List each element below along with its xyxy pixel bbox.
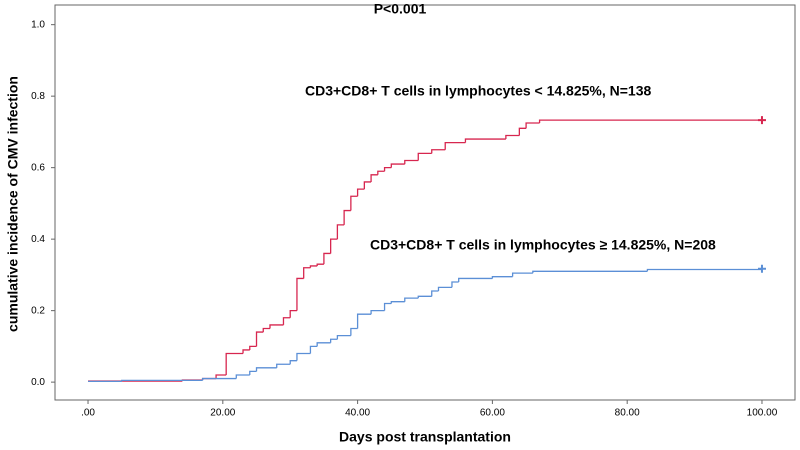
step-segment [444, 141, 466, 150]
x-tick-label: 20.00 [210, 408, 235, 419]
step-segment [404, 297, 419, 302]
step-segment [316, 263, 324, 266]
step-segment [491, 276, 513, 279]
step-segment [370, 174, 378, 182]
x-tick-label: 60.00 [480, 408, 505, 419]
step-segment [390, 163, 405, 168]
x-tick-label: 100.00 [747, 408, 778, 419]
y-tick-label: 0.0 [31, 377, 45, 388]
step-segment [289, 309, 297, 318]
step-segment [329, 338, 338, 343]
step-segment [417, 295, 432, 299]
step-segment [404, 159, 419, 165]
step-segment [383, 302, 392, 311]
series-label: CD3+CD8+ T cells in lymphocytes ≥ 14.825… [370, 237, 716, 253]
series-label: CD3+CD8+ T cells in lymphocytes < 14.825… [305, 83, 652, 99]
step-segment [336, 224, 345, 240]
y-tick-label: 0.2 [31, 305, 45, 316]
step-segment [121, 379, 203, 382]
y-tick-label: 1.0 [31, 19, 45, 30]
step-segment [464, 138, 506, 143]
step-segment [431, 149, 446, 154]
step-segment [269, 324, 284, 329]
x-tick-label: 80.00 [615, 408, 640, 419]
y-tick-label: 0.4 [31, 234, 45, 245]
step-segment [646, 268, 762, 272]
step-segment [316, 342, 331, 347]
y-axis-label: cumulative incidence of CMV infection [5, 76, 21, 332]
step-segment [336, 335, 351, 340]
x-tick-label: 40.00 [345, 408, 370, 419]
step-segment [377, 170, 385, 175]
censor-mark [757, 264, 766, 273]
step-segment [356, 313, 372, 329]
x-tick-label: .00 [81, 408, 95, 419]
step-segment [363, 181, 372, 190]
step-segment [323, 252, 331, 265]
step-segment [242, 349, 250, 354]
step-segment [538, 119, 762, 123]
censor-mark [757, 116, 766, 125]
step-segment [282, 317, 291, 325]
step-segment [370, 309, 385, 315]
step-segment [225, 352, 244, 375]
step-segment [350, 327, 358, 336]
step-segment [309, 345, 318, 354]
step-segment [417, 152, 432, 161]
step-segment [255, 367, 277, 372]
step-segment [249, 345, 257, 350]
step-segment [451, 281, 459, 288]
step-segment [458, 277, 493, 283]
step-segment [235, 374, 250, 379]
step-segment [532, 270, 648, 274]
step-segment [505, 134, 520, 140]
step-segment [431, 290, 439, 297]
y-tick-label: 0.8 [31, 91, 45, 102]
step-segment [255, 331, 264, 347]
step-segment [518, 127, 527, 136]
step-segment [437, 286, 452, 291]
step-segment [356, 188, 365, 197]
step-segment [525, 122, 540, 129]
step-segment [383, 166, 392, 172]
step-segment [303, 267, 311, 279]
annotation: P<0.001 [374, 1, 427, 17]
step-segment [343, 209, 351, 225]
step-segment [249, 370, 257, 375]
step-segment [350, 195, 358, 211]
plot-frame [54, 4, 796, 401]
step-segment [262, 327, 270, 333]
step-segment [296, 277, 304, 311]
step-segment [390, 301, 405, 304]
x-axis-label: Days post transplantation [339, 429, 511, 445]
step-segment [296, 352, 311, 361]
step-segment [329, 238, 338, 254]
y-tick-label: 0.6 [31, 162, 45, 173]
step-segment [201, 377, 237, 381]
step-segment [215, 374, 227, 379]
step-segment [276, 363, 291, 368]
step-segment [309, 265, 318, 268]
step-segment [289, 360, 297, 365]
step-segment [511, 272, 533, 277]
